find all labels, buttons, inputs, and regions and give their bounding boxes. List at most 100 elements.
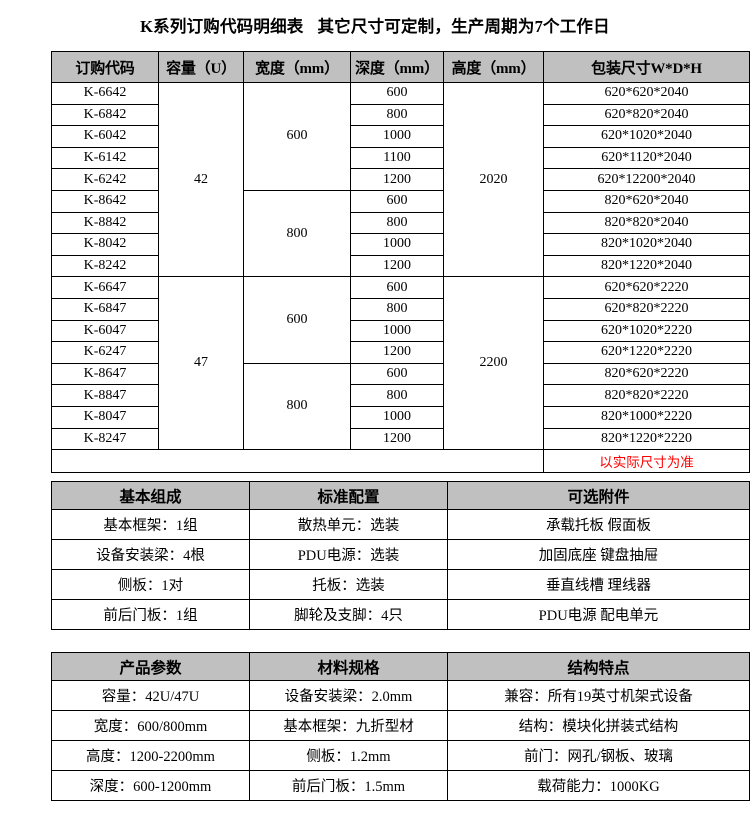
cell-package-size: 620*1020*2040 <box>543 125 750 148</box>
footer-note: 以实际尺寸为准 <box>543 449 750 474</box>
cell-capacity: 47 <box>158 276 244 451</box>
cell-height: 2200 <box>443 276 544 451</box>
cell-order-code: K-8642 <box>51 189 159 213</box>
cell-optional-accessory: 垂直线槽 理线器 <box>447 569 750 600</box>
cell-order-code: K-8847 <box>51 384 159 407</box>
cell-material-spec: 前后门板：1.5mm <box>249 770 448 801</box>
cell-depth: 800 <box>350 297 444 321</box>
cell-depth: 1200 <box>350 427 444 451</box>
cell-order-code: K-8647 <box>51 362 159 386</box>
table-row: K-8847 800 820*820*2220 <box>51 384 750 407</box>
cell-width: 800 <box>243 189 351 278</box>
table-row: K-6247 1200 620*1220*2220 <box>51 341 750 364</box>
cell-standard-config: 托板：选装 <box>249 569 448 600</box>
col-header-product-params: 产品参数 <box>51 652 250 681</box>
cell-depth: 1000 <box>350 233 444 256</box>
table-row: 前后门板：1组 脚轮及支脚：4只 PDU电源 配电单元 <box>51 599 750 630</box>
table-row: 基本框架：1组 散热单元：选装 承载托板 假面板 <box>51 509 750 540</box>
table-row: K-8642 800 600 820*620*2040 <box>51 189 750 278</box>
cell-basic-composition: 设备安装梁：4根 <box>51 539 250 570</box>
cell-standard-config: PDU电源：选装 <box>249 539 448 570</box>
table-row: K-6647 47 600 600 2200 620*620*2220 <box>51 276 750 451</box>
cell-package-size: 820*1220*2040 <box>543 254 750 278</box>
table-row: K-6047 1000 620*1020*2220 <box>51 319 750 343</box>
col-header-capacity: 容量（U） <box>158 51 244 83</box>
cell-material-spec: 设备安装梁：2.0mm <box>249 680 448 711</box>
cell-order-code: K-8842 <box>51 211 159 235</box>
order-code-table-body: K-6642 42 600 600 2020 620*620*2040 K-6842 800 6… <box>51 81 750 474</box>
table-row: 容量：42U/47U 设备安装梁：2.0mm 兼容：所有19英寸机架式设备 <box>51 680 750 711</box>
cell-material-spec: 侧板：1.2mm <box>249 740 448 771</box>
table-row: K-6842 800 620*820*2040 <box>51 103 750 127</box>
cell-package-size: 620*820*2220 <box>543 297 750 321</box>
cell-depth: 1000 <box>350 319 444 343</box>
cell-depth: 600 <box>350 82 444 105</box>
col-header-package-size: 包装尺寸W*D*H <box>543 51 750 83</box>
col-header-height: 高度（mm） <box>443 51 544 83</box>
cell-structure-feature: 结构：模块化拼装式结构 <box>447 710 750 741</box>
col-header-standard-config: 标准配置 <box>249 481 448 510</box>
cell-package-size: 620*1220*2220 <box>543 341 750 364</box>
cell-order-code: K-6142 <box>51 146 159 170</box>
table-row: K-6142 1100 620*1120*2040 <box>51 146 750 170</box>
page-title-sub: 其它尺寸可定制，生产周期为7个工作日 <box>317 17 610 36</box>
cell-depth: 600 <box>350 362 444 386</box>
cell-order-code: K-6647 <box>51 276 159 299</box>
col-header-width: 宽度（mm） <box>243 51 351 83</box>
cell-basic-composition: 侧板：1对 <box>51 569 250 600</box>
cell-package-size: 820*1020*2040 <box>543 233 750 256</box>
cell-product-param: 深度：600-1200mm <box>51 770 250 801</box>
col-header-order-code: 订购代码 <box>51 51 159 83</box>
table-row: 高度：1200-2200mm 侧板：1.2mm 前门：网孔/钢板、玻璃 <box>51 740 750 771</box>
col-header-optional-accessory: 可选附件 <box>447 481 750 510</box>
parameters-table-body: 容量：42U/47U 设备安装梁：2.0mm 兼容：所有19英寸机架式设备 宽度：60… <box>51 680 750 801</box>
cell-package-size: 820*1220*2220 <box>543 427 750 451</box>
footer-blank-cell <box>51 449 544 474</box>
cell-optional-accessory: 承载托板 假面板 <box>447 509 750 540</box>
cell-order-code: K-8242 <box>51 254 159 278</box>
table-row: K-8242 1200 820*1220*2040 <box>51 254 750 278</box>
cell-order-code: K-6847 <box>51 297 159 321</box>
parameters-table: 产品参数 材料规格 结构特点 容量：42U/47U 设备安装梁：2.0mm 兼容：所… <box>51 652 750 801</box>
cell-depth: 1100 <box>350 146 444 170</box>
cell-depth: 1200 <box>350 168 444 191</box>
table-row: K-6242 1200 620*12200*2040 <box>51 168 750 191</box>
table-row: 侧板：1对 托板：选装 垂直线槽 理线器 <box>51 569 750 600</box>
cell-optional-accessory: PDU电源 配电单元 <box>447 599 750 630</box>
cell-package-size: 820*620*2220 <box>543 362 750 386</box>
cell-order-code: K-6047 <box>51 319 159 343</box>
cell-package-size: 620*620*2040 <box>543 82 750 105</box>
page-title-main: K系列订购代码明细表 <box>140 17 304 36</box>
table-footer-row: 以实际尺寸为准 <box>51 449 750 474</box>
cell-order-code: K-6042 <box>51 125 159 148</box>
cell-depth: 1200 <box>350 341 444 364</box>
cell-structure-feature: 兼容：所有19英寸机架式设备 <box>447 680 750 711</box>
table-row: K-8842 800 820*820*2040 <box>51 211 750 235</box>
cell-material-spec: 基本框架：九折型材 <box>249 710 448 741</box>
cell-depth: 800 <box>350 103 444 127</box>
table-header-row: 订购代码 容量（U） 宽度（mm） 深度（mm） 高度（mm） 包装尺寸W*D*… <box>51 51 750 83</box>
cell-basic-composition: 前后门板：1组 <box>51 599 250 630</box>
cell-order-code: K-8042 <box>51 233 159 256</box>
col-header-basic-composition: 基本组成 <box>51 481 250 510</box>
composition-table: 基本组成 标准配置 可选附件 基本框架：1组 散热单元：选装 承载托板 假面板 设备安… <box>51 481 750 630</box>
table-row: 深度：600-1200mm 前后门板：1.5mm 载荷能力：1000KG <box>51 770 750 801</box>
table-row: K-8047 1000 820*1000*2220 <box>51 405 750 429</box>
table-row: 宽度：600/800mm 基本框架：九折型材 结构：模块化拼装式结构 <box>51 710 750 741</box>
cell-width: 600 <box>243 82 351 191</box>
cell-order-code: K-6642 <box>51 82 159 105</box>
order-code-table: 订购代码 容量（U） 宽度（mm） 深度（mm） 高度（mm） 包装尺寸W*D*… <box>51 51 750 474</box>
cell-package-size: 820*1000*2220 <box>543 405 750 429</box>
cell-package-size: 620*620*2220 <box>543 276 750 299</box>
table-row: K-6642 42 600 600 2020 620*620*2040 <box>51 81 750 278</box>
cell-order-code: K-6247 <box>51 341 159 364</box>
cell-basic-composition: 基本框架：1组 <box>51 509 250 540</box>
cell-package-size: 820*820*2220 <box>543 384 750 407</box>
cell-optional-accessory: 加固底座 键盘抽屉 <box>447 539 750 570</box>
col-header-structure-feature: 结构特点 <box>447 652 750 681</box>
cell-depth: 1000 <box>350 405 444 429</box>
composition-table-body: 基本框架：1组 散热单元：选装 承载托板 假面板 设备安装梁：4根 PDU电源：选装 加固… <box>51 509 750 630</box>
cell-package-size: 820*820*2040 <box>543 211 750 235</box>
cell-depth: 800 <box>350 384 444 407</box>
